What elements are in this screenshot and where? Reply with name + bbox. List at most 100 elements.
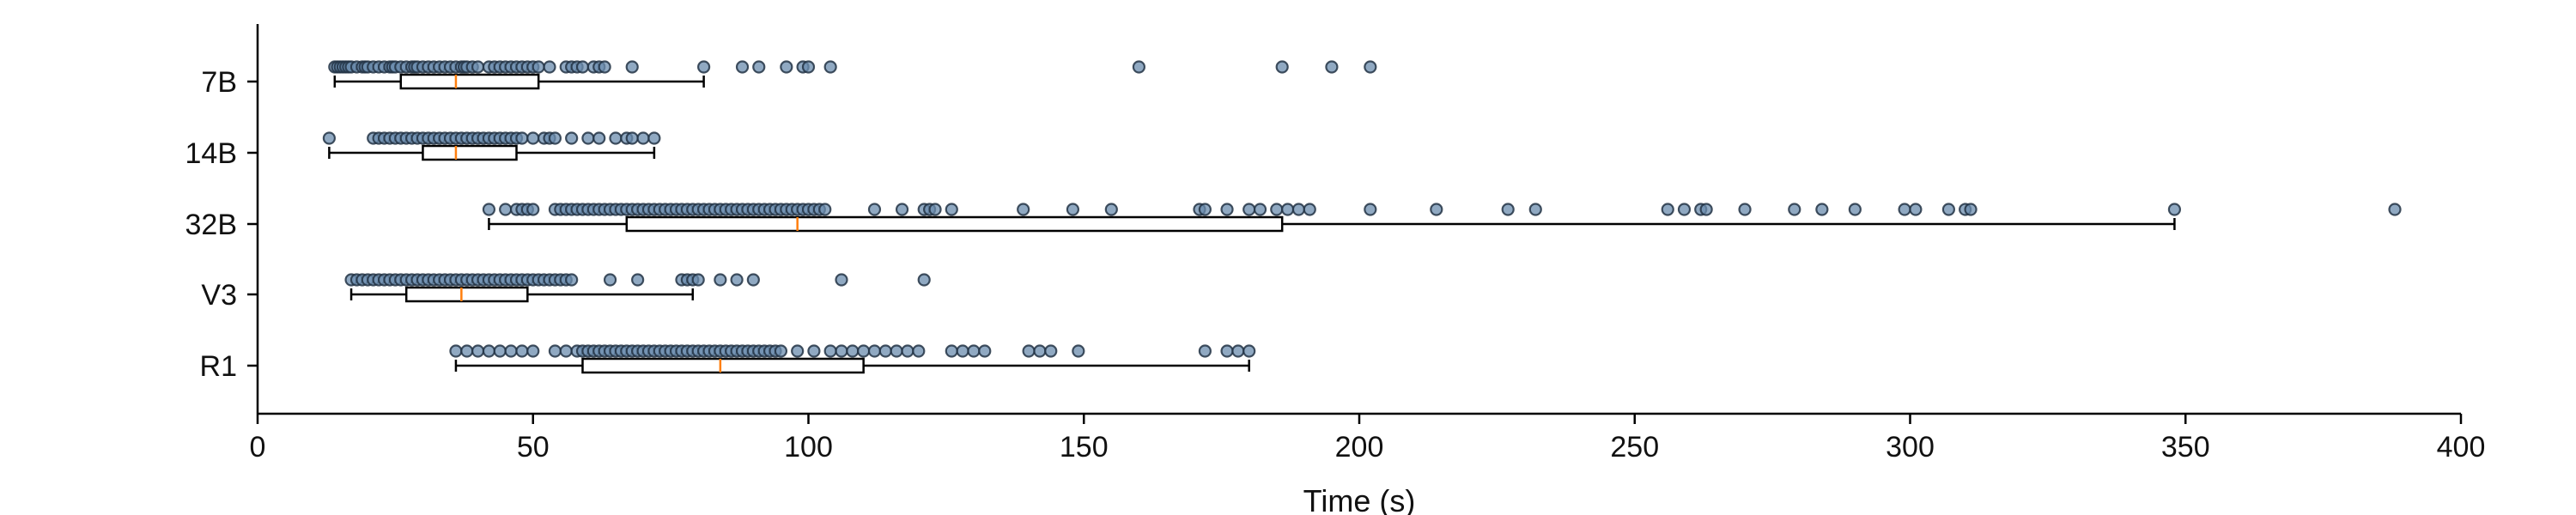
series-V3 (344, 273, 931, 303)
data-point (1788, 203, 1801, 216)
data-point (482, 203, 496, 216)
data-point (1104, 203, 1118, 216)
data-point (1066, 203, 1080, 216)
data-point (1528, 203, 1542, 216)
data-point (928, 203, 942, 216)
x-tick-label: 100 (784, 431, 833, 464)
data-point (1220, 203, 1234, 216)
data-point (1815, 203, 1829, 216)
data-point (895, 203, 909, 216)
plot-area (322, 60, 2402, 374)
data-point (801, 60, 816, 74)
y-tick-label: R1 (200, 350, 237, 383)
data-point (857, 344, 871, 358)
data-point (823, 344, 837, 358)
data-point (631, 273, 645, 287)
data-point (603, 273, 617, 287)
x-tick-label: 300 (1886, 431, 1935, 464)
x-tick-label: 50 (517, 431, 550, 464)
data-point (449, 344, 463, 358)
data-point (1242, 203, 1256, 216)
data-point (493, 344, 507, 358)
data-point (1132, 60, 1146, 74)
data-point (322, 131, 336, 145)
data-point (1303, 203, 1316, 216)
data-point (945, 203, 958, 216)
data-point (780, 60, 793, 74)
data-point (1044, 344, 1058, 358)
data-point (499, 203, 513, 216)
data-point (1242, 344, 1256, 358)
data-point (818, 203, 832, 216)
y-tick-label: 14B (185, 137, 238, 170)
iqr-box (399, 73, 540, 90)
data-point (1364, 60, 1377, 74)
data-point (543, 60, 556, 74)
data-point (647, 131, 661, 145)
data-point (598, 60, 611, 74)
data-point (1738, 203, 1752, 216)
data-point (1072, 344, 1085, 358)
data-point (460, 344, 474, 358)
x-axis-ticks: 0 50 100 150 200 250 300 350 400 (250, 414, 2486, 464)
data-point (532, 60, 545, 74)
data-point (575, 60, 590, 74)
data-point (1848, 203, 1862, 216)
data-point (1253, 203, 1267, 216)
data-point (746, 273, 760, 287)
data-point (835, 273, 848, 287)
data-point (917, 273, 931, 287)
data-point (625, 60, 639, 74)
iqr-box (404, 286, 529, 303)
data-point (878, 344, 892, 358)
series-32B (482, 203, 2402, 233)
data-point (1198, 203, 1212, 216)
y-tick-label: V3 (201, 279, 237, 312)
data-point (890, 344, 903, 358)
data-point (515, 131, 529, 145)
data-point (1198, 344, 1212, 358)
data-point (1941, 203, 1956, 216)
data-point (912, 344, 926, 358)
y-axis-ticks: 7B 14B 32B V3 R1 (185, 66, 258, 383)
series-7B (328, 60, 1377, 90)
data-point (565, 131, 579, 145)
data-point (526, 203, 540, 216)
data-point (526, 131, 540, 145)
data-point (2388, 203, 2402, 216)
data-point (835, 344, 848, 358)
data-point (548, 344, 562, 358)
data-point (1677, 203, 1692, 216)
data-point (609, 131, 623, 145)
data-point (697, 60, 711, 74)
data-point (526, 344, 540, 358)
data-point (956, 344, 969, 358)
iqr-box (422, 144, 518, 161)
data-point (1501, 203, 1515, 216)
data-point (901, 344, 914, 358)
data-point (1270, 203, 1284, 216)
data-point (515, 344, 529, 358)
data-point (752, 60, 766, 74)
data-point (471, 60, 485, 74)
data-point (1022, 344, 1036, 358)
data-point (2167, 203, 2182, 216)
series-14B (322, 131, 661, 161)
data-point (636, 131, 650, 145)
data-point (625, 131, 639, 145)
x-tick-label: 400 (2437, 431, 2486, 464)
data-point (504, 344, 518, 358)
data-point (1909, 203, 1923, 216)
data-point (559, 344, 573, 358)
y-tick-label: 32B (185, 209, 238, 241)
iqr-box (581, 357, 865, 374)
data-point (967, 344, 981, 358)
data-point (691, 273, 705, 287)
data-point (791, 344, 805, 358)
data-point (581, 131, 595, 145)
data-point (1275, 60, 1289, 74)
data-point (1220, 344, 1234, 358)
data-point (471, 344, 485, 358)
data-point (548, 131, 562, 145)
